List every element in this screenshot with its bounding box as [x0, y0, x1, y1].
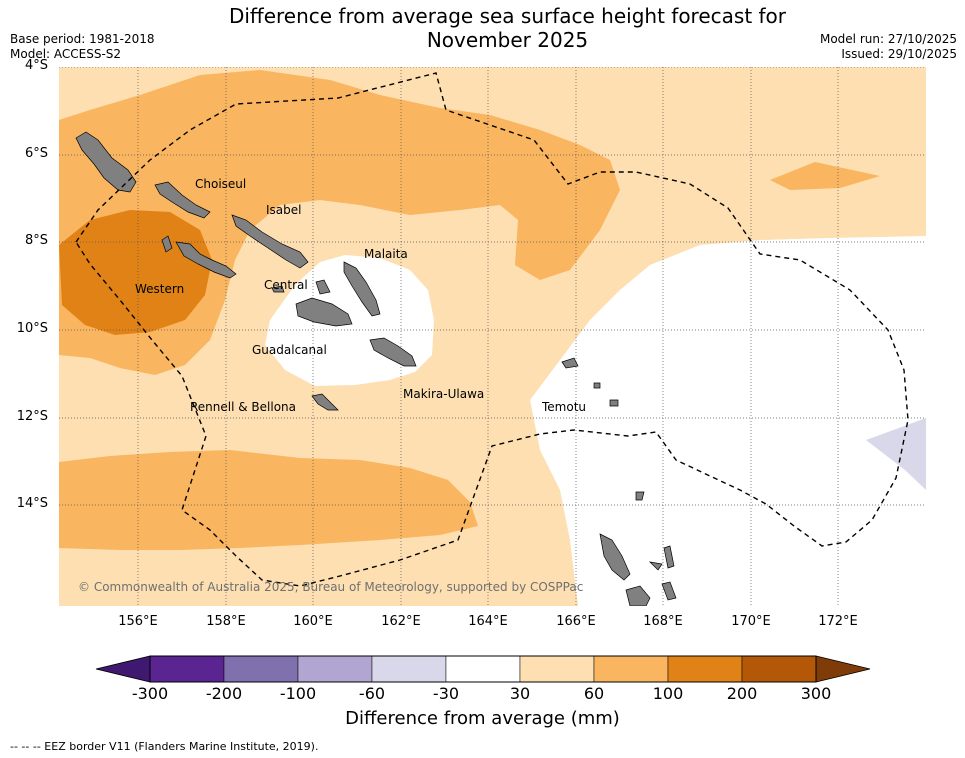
- title-line-2: November 2025: [426, 28, 589, 52]
- lon-label: 160°E: [293, 614, 333, 629]
- anomaly-100-200-west: [59, 210, 212, 335]
- temotu-islet-1: [561, 357, 579, 369]
- issued-date: Issued: 29/10/2025: [841, 47, 957, 61]
- temotu-islet-3: [593, 382, 601, 389]
- model-run: Model run: 27/10/2025: [819, 32, 957, 46]
- lat-label: 4°S: [24, 58, 48, 73]
- anomaly-negative-patch: [866, 418, 926, 490]
- province-label: Choiseul: [195, 177, 247, 191]
- espiritu-santo-island: [599, 533, 631, 581]
- makira-island: [369, 337, 417, 367]
- colorbar-bin: [741, 655, 817, 683]
- malekula-island: [625, 585, 651, 606]
- florida-islet: [315, 279, 331, 295]
- base-period: Base period: 1981-2018: [10, 32, 155, 46]
- province-label: Western: [135, 282, 185, 296]
- colorbar-bin: [223, 655, 299, 683]
- colorbar-bin: [445, 655, 521, 683]
- anomaly-60-100-south: [59, 450, 478, 550]
- isabel-island: [231, 214, 309, 269]
- lon-label: 166°E: [556, 614, 596, 629]
- colorbar-tick-label: -100: [279, 684, 317, 703]
- temotu-islet-2: [609, 399, 619, 407]
- meta-left: Base period: 1981-2018 Model: ACCESS-S2: [10, 32, 155, 62]
- lat-label: 6°S: [24, 146, 48, 161]
- title-line-1: Difference from average sea surface heig…: [228, 4, 787, 28]
- lon-label: 164°E: [468, 614, 508, 629]
- lon-label: 156°E: [118, 614, 158, 629]
- choiseul-east-island: [154, 181, 211, 219]
- ambrym-island: [661, 581, 677, 601]
- anomaly-neutral-east: [530, 236, 926, 606]
- lon-label: 162°E: [381, 614, 421, 629]
- choiseul-island: [75, 131, 137, 193]
- anomaly-60-100-east: [770, 162, 880, 190]
- rennell-island: [311, 393, 339, 411]
- province-label: Central: [264, 278, 308, 292]
- vanuatu-islet: [648, 561, 663, 571]
- lat-label: 14°S: [16, 496, 48, 511]
- lon-label: 172°E: [818, 614, 858, 629]
- colorbar-title: Difference from average (mm): [345, 708, 620, 729]
- torres-islet: [635, 491, 645, 501]
- colorbar-bin: [297, 655, 373, 683]
- map-title: Difference from average sea surface heig…: [150, 4, 865, 52]
- province-label: Isabel: [266, 203, 302, 217]
- colorbar-bin: [593, 655, 669, 683]
- meta-right: Model run: 27/10/2025 Issued: 29/10/2025: [820, 32, 957, 62]
- colorbar-tick-label: -200: [205, 684, 243, 703]
- new-georgia-island: [175, 241, 237, 279]
- colorbar-bin: [519, 655, 595, 683]
- colorbar-tick-label: 200: [726, 684, 758, 703]
- province-label: Rennell & Bellona: [190, 400, 297, 414]
- colorbar-bin: [149, 655, 225, 683]
- colorbar: [95, 655, 871, 683]
- guadalcanal-island: [295, 297, 353, 327]
- colorbar-bin: [667, 655, 743, 683]
- graticule: [59, 67, 926, 606]
- eez-outline: [75, 72, 909, 587]
- colorbar-frame: [149, 655, 817, 683]
- eez-border: [75, 72, 909, 587]
- map-area: [59, 67, 926, 606]
- eez-footnote: -- -- -- EEZ border V11 (Flanders Marine…: [10, 740, 319, 753]
- colorbar-extend-low: [95, 655, 151, 683]
- province-label: Guadalcanal: [252, 343, 327, 357]
- land-masses: [75, 131, 677, 606]
- western-islet: [161, 235, 173, 253]
- colorbar-tick-label: 30: [509, 684, 531, 703]
- colorbar-tick-label: -30: [432, 684, 460, 703]
- lat-label: 12°S: [16, 409, 48, 424]
- lon-label: 158°E: [206, 614, 246, 629]
- province-label: Temotu: [542, 400, 587, 414]
- malaita-island: [343, 261, 381, 317]
- lon-label: 170°E: [731, 614, 771, 629]
- colorbar-extend-high: [815, 655, 871, 683]
- colorbar-bin: [371, 655, 447, 683]
- colorbar-tick-label: 60: [583, 684, 605, 703]
- province-label: Makira-Ulawa: [403, 387, 485, 401]
- colorbar-tick-label: -300: [131, 684, 169, 703]
- lon-label: 168°E: [643, 614, 683, 629]
- model-name: Model: ACCESS-S2: [10, 47, 122, 61]
- colorbar-tick-label: 300: [800, 684, 832, 703]
- maewo-island: [663, 545, 675, 569]
- copyright-notice: © Commonwealth of Australia 2025, Bureau…: [78, 580, 584, 594]
- province-label: Malaita: [364, 247, 408, 261]
- lat-label: 10°S: [16, 321, 48, 336]
- colorbar-tick-label: 100: [652, 684, 684, 703]
- central-islet: [271, 285, 285, 293]
- colorbar-tick-label: -60: [358, 684, 386, 703]
- lat-label: 8°S: [24, 233, 48, 248]
